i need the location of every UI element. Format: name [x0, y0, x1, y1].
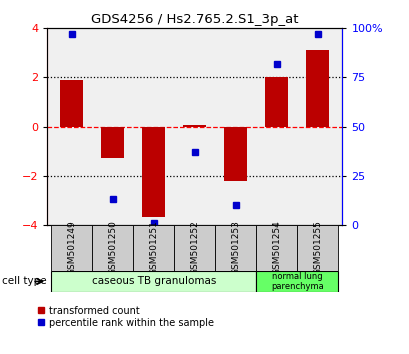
Text: GSM501249: GSM501249: [67, 221, 76, 275]
Bar: [174, 225, 215, 271]
Title: GDS4256 / Hs2.765.2.S1_3p_at: GDS4256 / Hs2.765.2.S1_3p_at: [91, 13, 298, 26]
Bar: [265, 78, 288, 126]
Bar: [215, 225, 256, 271]
Bar: [297, 225, 337, 271]
Text: GSM501250: GSM501250: [108, 220, 117, 275]
Bar: [256, 271, 337, 292]
Bar: [224, 126, 247, 181]
Bar: [51, 225, 92, 271]
Bar: [133, 225, 174, 271]
Bar: [306, 50, 328, 126]
Bar: [101, 126, 124, 159]
Text: GSM501251: GSM501251: [149, 220, 158, 275]
Bar: [142, 126, 165, 217]
Bar: [51, 271, 256, 292]
Bar: [92, 225, 133, 271]
Bar: [183, 125, 206, 126]
Text: caseous TB granulomas: caseous TB granulomas: [91, 276, 216, 286]
Text: GSM501254: GSM501254: [272, 221, 281, 275]
Text: normal lung
parenchyma: normal lung parenchyma: [270, 272, 323, 291]
Text: GSM501252: GSM501252: [190, 221, 199, 275]
Text: GSM501253: GSM501253: [231, 220, 240, 275]
Legend: transformed count, percentile rank within the sample: transformed count, percentile rank withi…: [38, 306, 214, 328]
Bar: [61, 80, 83, 126]
Text: GSM501255: GSM501255: [312, 220, 321, 275]
Text: cell type: cell type: [2, 276, 47, 286]
Bar: [256, 225, 297, 271]
